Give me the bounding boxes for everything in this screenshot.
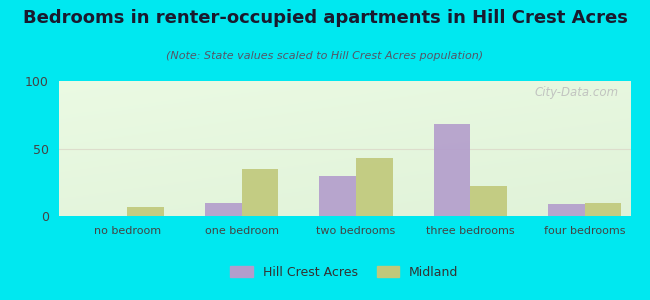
Bar	[356, 158, 393, 216]
Bar	[319, 176, 356, 216]
Bar	[434, 124, 471, 216]
Text: Bedrooms in renter-occupied apartments in Hill Crest Acres: Bedrooms in renter-occupied apartments i…	[23, 9, 627, 27]
Bar	[242, 169, 278, 216]
Bar	[127, 206, 164, 216]
Bar	[205, 202, 242, 216]
Legend: Hill Crest Acres, Midland: Hill Crest Acres, Midland	[226, 261, 463, 284]
Bar	[548, 204, 585, 216]
Text: (Note: State values scaled to Hill Crest Acres population): (Note: State values scaled to Hill Crest…	[166, 51, 484, 61]
Bar	[471, 186, 507, 216]
Bar	[585, 202, 621, 216]
Text: City-Data.com: City-Data.com	[535, 86, 619, 99]
